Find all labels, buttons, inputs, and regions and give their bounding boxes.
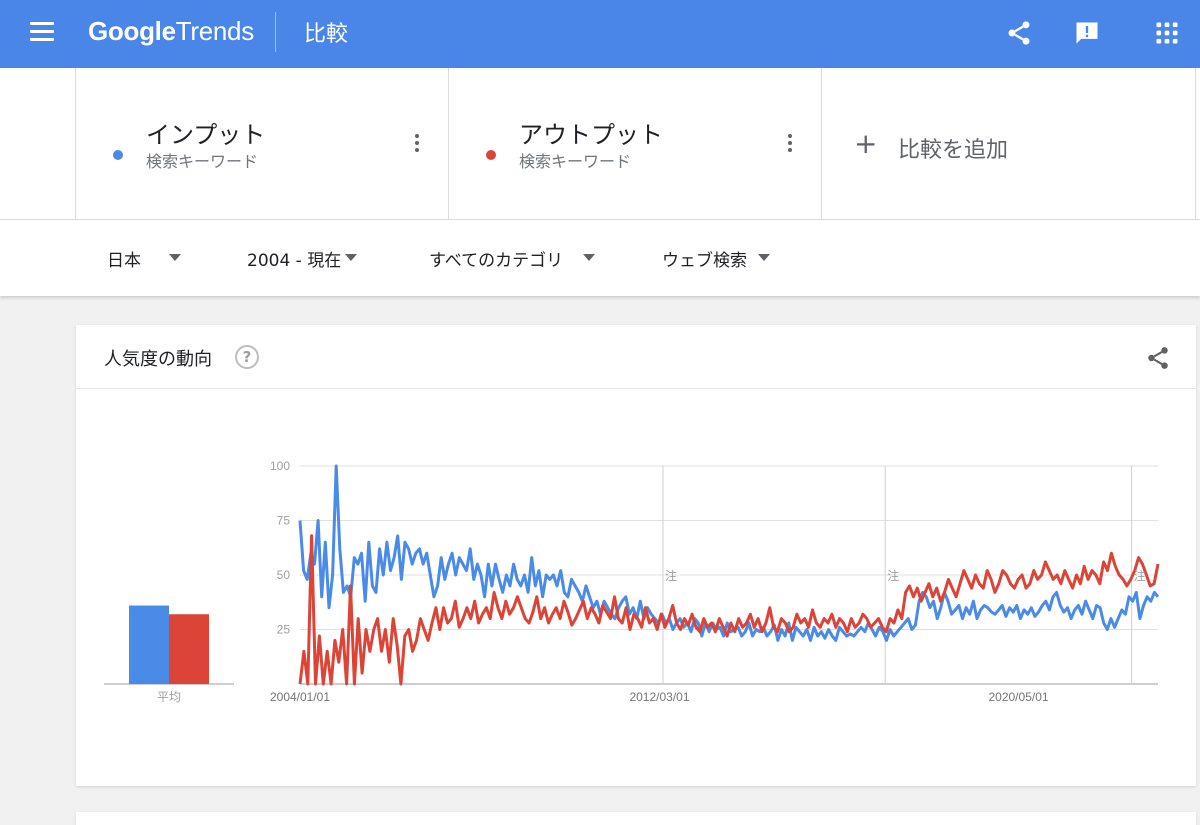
dropdown-arrow-icon xyxy=(758,254,770,261)
y-tick-label: 75 xyxy=(277,514,291,528)
google-trends-logo[interactable]: GoogleTrends xyxy=(88,16,254,47)
top-app-bar: GoogleTrends 比較 xyxy=(0,0,1200,68)
add-comparison-button[interactable]: + 比較を追加 xyxy=(821,68,1196,220)
share-icon[interactable] xyxy=(1145,345,1171,371)
interest-over-time-card: 人気度の動向 ? 平均 25 50 75 100 注 注 注 2004/01/01 2012/0… xyxy=(76,325,1196,786)
search-property-dropdown[interactable]: ウェブ検索 xyxy=(662,246,770,271)
time-filter-label: 2004 - 現在 xyxy=(247,251,342,271)
chart-labels: 25 50 75 100 注 注 注 2004/01/01 2012/03/01 2020/05/… xyxy=(270,459,1146,704)
next-card xyxy=(76,812,1196,825)
menu-icon[interactable] xyxy=(30,22,54,42)
y-tick-label: 50 xyxy=(277,568,291,582)
keyword-card-1[interactable]: インプット 検索キーワード xyxy=(75,68,448,220)
dropdown-arrow-icon xyxy=(345,254,357,261)
category-filter-dropdown[interactable]: すべてのカテゴリ xyxy=(429,246,595,271)
keyword-type: 検索キーワード xyxy=(519,152,632,171)
category-filter-label: すべてのカテゴリ xyxy=(429,251,564,271)
keyword-type: 検索キーワード xyxy=(146,152,259,171)
annotation-marker: 注 xyxy=(887,568,899,583)
apps-icon[interactable] xyxy=(1153,19,1181,47)
keyword-card-2[interactable]: アウトプット 検索キーワード xyxy=(448,68,821,220)
chart-gridlines xyxy=(300,465,1158,685)
average-bar-chart: 平均 xyxy=(104,605,234,704)
series-color-dot xyxy=(113,150,123,160)
interest-line-chart[interactable]: 平均 25 50 75 100 注 注 注 2004/01/01 2012/03/01 2020/… xyxy=(76,390,1196,786)
series-line xyxy=(298,534,1160,686)
add-comparison-label: 比較を追加 xyxy=(898,138,1009,163)
keyword-term[interactable]: インプット xyxy=(146,121,266,149)
average-bar xyxy=(169,614,209,684)
time-filter-dropdown[interactable]: 2004 - 現在 xyxy=(247,246,357,271)
header-divider xyxy=(275,12,276,52)
geo-filter-dropdown[interactable]: 日本 xyxy=(107,246,181,271)
share-icon[interactable] xyxy=(1005,19,1033,47)
annotation-marker: 注 xyxy=(665,568,677,583)
series-color-dot xyxy=(486,150,496,160)
dropdown-arrow-icon xyxy=(169,254,181,261)
y-tick-label: 100 xyxy=(270,459,290,473)
y-tick-label: 25 xyxy=(277,623,291,637)
help-icon[interactable]: ? xyxy=(235,345,259,369)
logo-google-text: Google xyxy=(88,16,176,46)
logo-trends-text: Trends xyxy=(175,16,254,46)
average-label: 平均 xyxy=(157,690,181,704)
dropdown-arrow-icon xyxy=(583,254,595,261)
card-header: 人気度の動向 ? xyxy=(76,325,1196,389)
feedback-icon[interactable] xyxy=(1073,19,1101,47)
more-options-icon[interactable] xyxy=(409,134,425,156)
annotation-marker: 注 xyxy=(1134,568,1146,583)
average-bar xyxy=(129,605,169,684)
filter-bar: 日本 2004 - 現在 すべてのカテゴリ ウェブ検索 xyxy=(0,220,1200,296)
x-tick-label: 2012/03/01 xyxy=(629,690,689,704)
series-line xyxy=(298,464,1160,642)
geo-filter-label: 日本 xyxy=(107,251,141,271)
x-tick-label: 2004/01/01 xyxy=(270,690,330,704)
keyword-comparison-row: インプット 検索キーワード アウトプット 検索キーワード + 比較を追加 xyxy=(0,68,1200,220)
search-property-label: ウェブ検索 xyxy=(662,251,747,271)
plus-icon: + xyxy=(854,127,878,160)
more-options-icon[interactable] xyxy=(782,134,798,156)
page-title: 比較 xyxy=(304,22,349,47)
x-tick-label: 2020/05/01 xyxy=(988,690,1048,704)
card-title: 人気度の動向 xyxy=(104,349,212,370)
keyword-term[interactable]: アウトプット xyxy=(519,121,663,149)
chart-series xyxy=(298,464,1160,686)
